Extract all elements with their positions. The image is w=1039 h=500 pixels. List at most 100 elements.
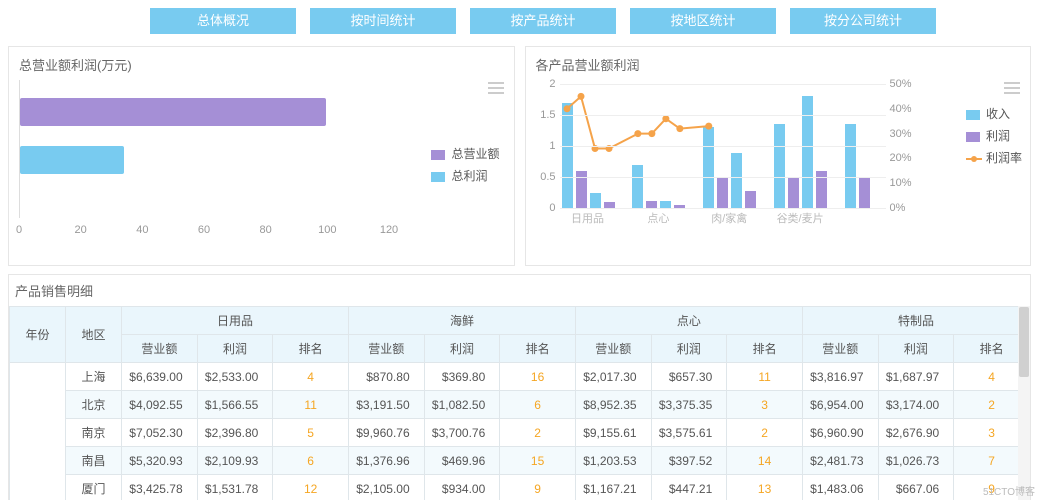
cell-rank: 2 [727, 419, 803, 447]
cell-rank: 12 [273, 475, 349, 500]
th-sub[interactable]: 营业额 [122, 335, 198, 363]
cell-rank: 11 [727, 363, 803, 391]
watermark: 51CTO博客 [983, 483, 1035, 498]
th-group[interactable]: 点心 [575, 307, 802, 335]
legend-item: 利润 [986, 129, 1010, 143]
th-sub[interactable]: 排名 [727, 335, 803, 363]
th-group[interactable]: 特制品 [802, 307, 1029, 335]
cell-value: $2,105.00 [348, 475, 424, 500]
panel-title-right: 各产品营业额利润 [536, 55, 1021, 74]
table-row[interactable]: 上海$6,639.00$2,533.004$870.80$369.8016$2,… [10, 363, 1030, 391]
x-tick: 20 [75, 224, 87, 236]
cell-value: $1,167.21 [575, 475, 651, 500]
nav-tab-company[interactable]: 按分公司统计 [790, 8, 936, 34]
cell-rank: 6 [273, 447, 349, 475]
sales-table: 年份 地区 日用品 海鲜 点心 特制品 营业额利润排名营业额利润排名营业额利润排… [9, 306, 1030, 500]
cell-value: $397.52 [651, 447, 727, 475]
table-row[interactable]: 北京$4,092.55$1,566.5511$3,191.50$1,082.50… [10, 391, 1030, 419]
legend-left: 总营业额 总利润 [431, 143, 499, 187]
cell-value: $1,082.50 [424, 391, 500, 419]
cell-value: $1,026.73 [878, 447, 954, 475]
legend-item: 总利润 [451, 169, 487, 183]
th-sub[interactable]: 利润 [197, 335, 273, 363]
cell-city: 厦门 [66, 475, 122, 500]
th-group[interactable]: 海鲜 [348, 307, 575, 335]
cell-value: $3,174.00 [878, 391, 954, 419]
cell-value: $2,017.30 [575, 363, 651, 391]
cell-value: $4,092.55 [122, 391, 198, 419]
th-sub[interactable]: 利润 [424, 335, 500, 363]
x-tick: 120 [380, 224, 398, 236]
cell-value: $1,376.96 [348, 447, 424, 475]
cell-value: $6,960.90 [802, 419, 878, 447]
bar-total-revenue [20, 98, 326, 126]
nav-tab-time[interactable]: 按时间统计 [310, 8, 456, 34]
panel-product-revenue-profit: 各产品营业额利润 00.511.520%10%20%30%40%50%日用品点心… [525, 46, 1032, 266]
hamburger-icon[interactable] [488, 79, 504, 97]
table-title: 产品销售明细 [9, 275, 1030, 306]
cell-rank: 16 [500, 363, 576, 391]
th-year[interactable]: 年份 [10, 307, 66, 363]
cell-rank: 6 [500, 391, 576, 419]
cell-value: $447.21 [651, 475, 727, 500]
cell-value: $3,575.61 [651, 419, 727, 447]
cell-city: 南京 [66, 419, 122, 447]
th-region[interactable]: 地区 [66, 307, 122, 363]
cell-value: $7,052.30 [122, 419, 198, 447]
cell-value: $2,396.80 [197, 419, 273, 447]
cell-value: $1,687.97 [878, 363, 954, 391]
th-sub[interactable]: 利润 [651, 335, 727, 363]
cell-value: $2,533.00 [197, 363, 273, 391]
chart-total: 020406080100120 [19, 80, 389, 240]
cell-rank: 11 [273, 391, 349, 419]
cell-value: $3,816.97 [802, 363, 878, 391]
x-tick: 100 [318, 224, 336, 236]
table-row[interactable]: 南昌$5,320.93$2,109.936$1,376.96$469.9615$… [10, 447, 1030, 475]
th-sub[interactable]: 利润 [878, 335, 954, 363]
cell-rank: 14 [727, 447, 803, 475]
cell-value: $3,425.78 [122, 475, 198, 500]
x-tick: 40 [136, 224, 148, 236]
th-sub[interactable]: 营业额 [348, 335, 424, 363]
legend-item: 收入 [986, 107, 1010, 121]
legend-item: 利润率 [986, 151, 1022, 165]
nav-tab-region[interactable]: 按地区统计 [630, 8, 776, 34]
cell-value: $9,960.76 [348, 419, 424, 447]
category-label: 谷类/麦片 [755, 210, 845, 226]
x-tick: 80 [260, 224, 272, 236]
cell-value: $369.80 [424, 363, 500, 391]
cell-rank: 3 [727, 391, 803, 419]
th-sub[interactable]: 营业额 [575, 335, 651, 363]
cell-value: $2,109.93 [197, 447, 273, 475]
th-sub[interactable]: 营业额 [802, 335, 878, 363]
cell-value: $8,952.35 [575, 391, 651, 419]
cell-rank: 2 [500, 419, 576, 447]
th-sub[interactable]: 排名 [500, 335, 576, 363]
cell-value: $469.96 [424, 447, 500, 475]
legend-item: 总营业额 [451, 147, 499, 161]
cell-rank: 4 [273, 363, 349, 391]
vertical-scrollbar[interactable] [1018, 306, 1030, 500]
cell-value: $2,676.90 [878, 419, 954, 447]
top-nav: 总体概况 按时间统计 按产品统计 按地区统计 按分公司统计 [0, 0, 1039, 42]
cell-value: $3,375.35 [651, 391, 727, 419]
cell-rank: 9 [500, 475, 576, 500]
cell-value: $9,155.61 [575, 419, 651, 447]
nav-tab-overview[interactable]: 总体概况 [150, 8, 296, 34]
cell-rank: 13 [727, 475, 803, 500]
table-row[interactable]: 南京$7,052.30$2,396.805$9,960.76$3,700.762… [10, 419, 1030, 447]
legend-right: 收入 利润 利润率 [966, 103, 1022, 169]
th-group[interactable]: 日用品 [122, 307, 349, 335]
cell-city: 上海 [66, 363, 122, 391]
th-sub[interactable]: 排名 [273, 335, 349, 363]
table-row[interactable]: 厦门$3,425.78$1,531.7812$2,105.00$934.009$… [10, 475, 1030, 500]
cell-value: $1,566.55 [197, 391, 273, 419]
hamburger-icon[interactable] [1004, 79, 1020, 97]
cell-city: 北京 [66, 391, 122, 419]
nav-tab-product[interactable]: 按产品统计 [470, 8, 616, 34]
cell-year [10, 363, 66, 500]
cell-value: $1,531.78 [197, 475, 273, 500]
cell-rank: 15 [500, 447, 576, 475]
bar-total-profit [20, 146, 124, 174]
cell-value: $657.30 [651, 363, 727, 391]
